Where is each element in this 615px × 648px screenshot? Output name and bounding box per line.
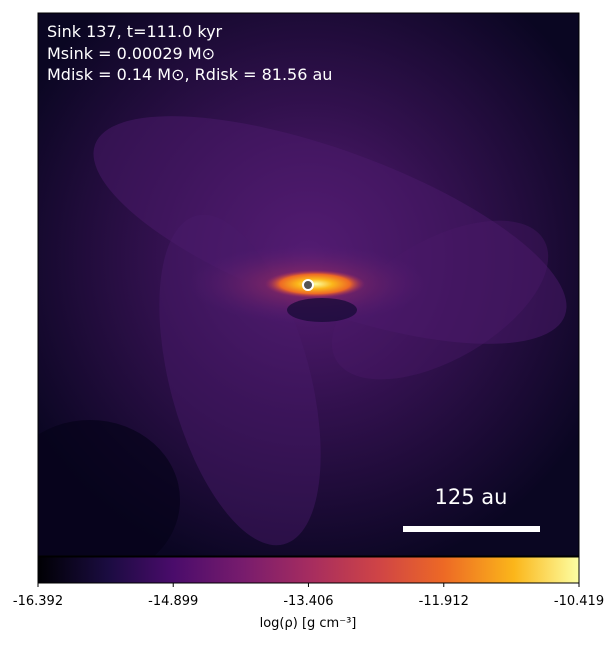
- annotation: Msink = 0.00029 M⊙: [47, 44, 215, 63]
- density-map: [38, 13, 579, 556]
- scale-bar: [403, 526, 540, 532]
- colorbar-tick-label: -13.406: [283, 594, 333, 609]
- colorbar-tick-label: -11.912: [419, 594, 469, 609]
- annotation: Sink 137, t=111.0 kyr: [47, 22, 223, 41]
- colorbar-label: log(ρ) [g cm⁻³]: [260, 616, 357, 631]
- colorbar-tick-label: -16.392: [13, 594, 63, 609]
- colorbar-tick-label: -10.419: [554, 594, 604, 609]
- sink-marker: [302, 279, 314, 291]
- scale-bar-label: 125 au: [435, 485, 508, 509]
- colorbar-tick-label: -14.899: [148, 594, 198, 609]
- annotation: Mdisk = 0.14 M⊙, Rdisk = 81.56 au: [47, 65, 332, 84]
- colorbar: [37, 556, 580, 584]
- plot-frame: [37, 12, 580, 557]
